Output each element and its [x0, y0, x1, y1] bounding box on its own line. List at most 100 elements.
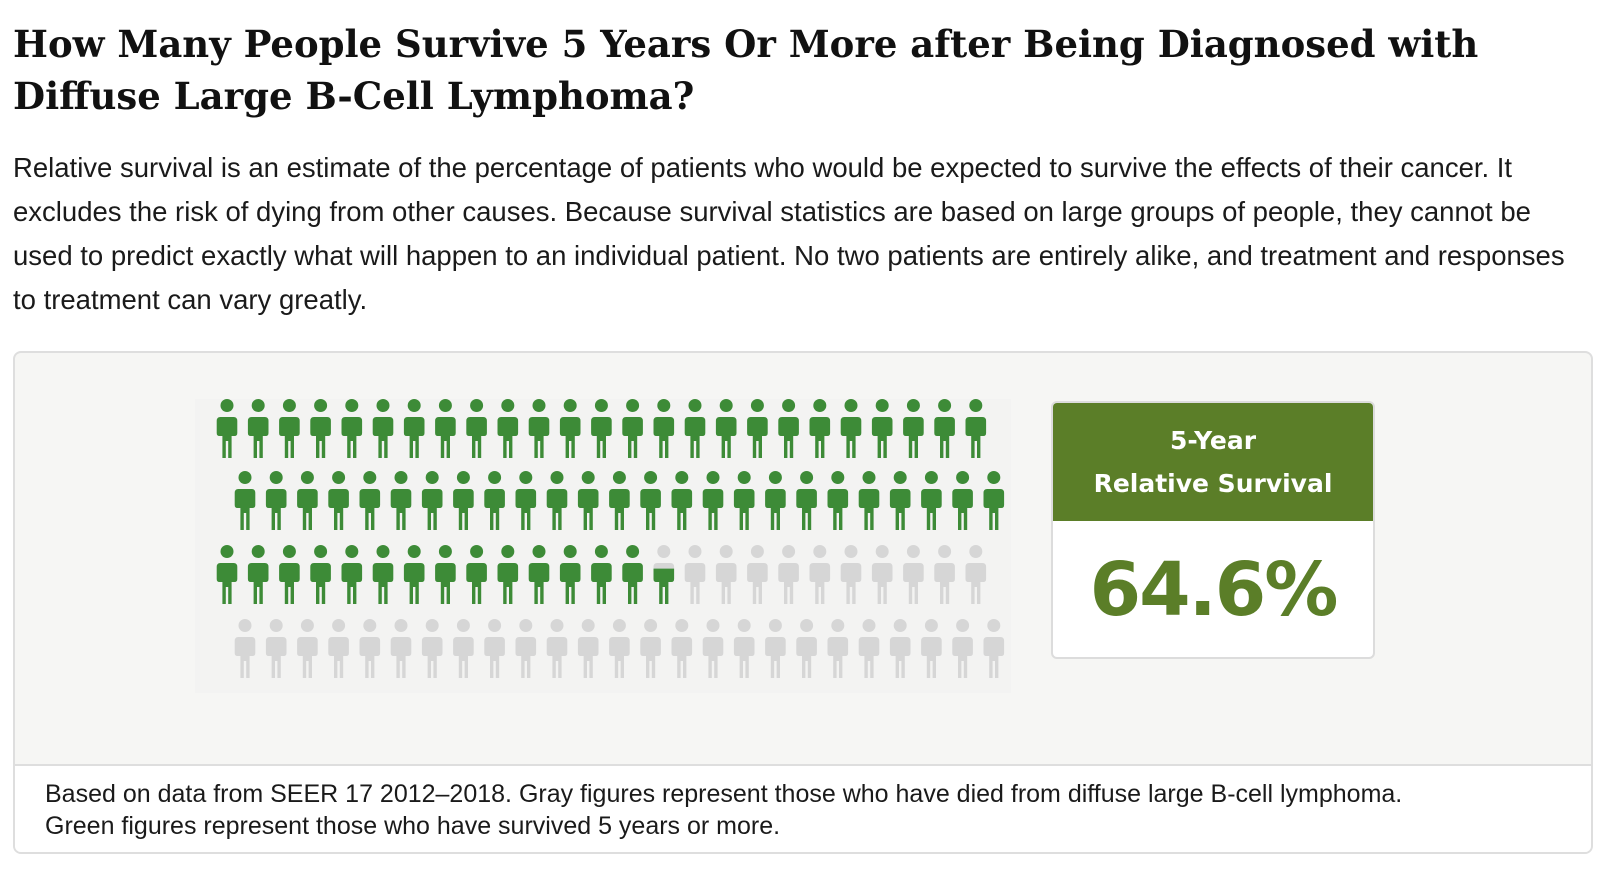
person-icon-61: [528, 545, 550, 604]
person-icon-40: [671, 471, 693, 530]
person-icon-82: [421, 619, 443, 678]
person-icon-59: [466, 545, 487, 604]
person-icon-81: [390, 619, 412, 678]
person-icon-54: [310, 545, 331, 604]
person-icon-30: [359, 471, 381, 530]
footnote-line2: Green figures represent those who have s…: [45, 812, 781, 840]
person-icon-80: [359, 619, 381, 678]
person-icon-51: [216, 545, 238, 604]
person-icon-16: [684, 399, 706, 458]
person-icon-15: [653, 399, 675, 458]
person-icon-55: [341, 545, 363, 604]
person-icon-21: [840, 399, 862, 458]
person-icon-50: [983, 471, 1005, 530]
person-icon-79: [328, 619, 349, 678]
person-icon-86: [546, 619, 568, 678]
person-icon-88: [609, 619, 630, 678]
person-icon-27: [265, 471, 287, 530]
person-icon-7: [403, 399, 425, 458]
person-icon-42: [733, 471, 755, 530]
person-icon-67: [715, 545, 737, 604]
person-icon-57: [403, 545, 425, 604]
person-icon-44: [796, 471, 817, 530]
person-icon-43: [765, 471, 786, 530]
person-icon-64: [622, 545, 643, 604]
person-icon-69: [778, 545, 799, 604]
person-icon-85: [515, 619, 537, 678]
person-icon-62: [559, 545, 581, 604]
person-icon-10: [497, 399, 519, 458]
intro-paragraph: Relative survival is an estimate of the …: [13, 152, 1565, 315]
stat-value: 64.6%: [1089, 547, 1339, 633]
person-icon-38: [609, 471, 630, 530]
person-icon-29: [328, 471, 349, 530]
person-icon-41: [702, 471, 724, 530]
pictograph-chart: [216, 399, 1005, 678]
person-icon-97: [889, 619, 911, 678]
person-icon-47: [889, 471, 911, 530]
person-icon-33: [453, 471, 474, 530]
person-icon-4: [310, 399, 331, 458]
person-icon-94: [796, 619, 817, 678]
person-icon-19: [778, 399, 799, 458]
person-icon-66: [684, 545, 706, 604]
person-icon-87: [577, 619, 599, 678]
stat-label-line2: Relative Survival: [1093, 469, 1333, 498]
person-icon-72: [871, 545, 893, 604]
person-icon-14: [622, 399, 643, 458]
person-icon-76: [234, 619, 256, 678]
person-icon-17: [715, 399, 737, 458]
person-icon-23: [903, 399, 924, 458]
person-icon-77: [265, 619, 287, 678]
person-icon-58: [435, 545, 456, 604]
person-icon-2: [247, 399, 269, 458]
person-icon-13: [591, 399, 612, 458]
person-icon-98: [921, 619, 942, 678]
person-icon-93: [765, 619, 786, 678]
survival-panel: 5-Year Relative Survival 64.6% Based on …: [13, 351, 1593, 854]
person-icon-95: [827, 619, 849, 678]
person-icon-90: [671, 619, 693, 678]
person-icon-39: [640, 471, 661, 530]
person-icon-71: [840, 545, 862, 604]
person-icon-100: [983, 619, 1005, 678]
stat-header: 5-Year Relative Survival: [1053, 403, 1373, 521]
person-icon-46: [858, 471, 880, 530]
person-icon-11: [528, 399, 550, 458]
person-icon-12: [559, 399, 581, 458]
person-icon-65: [653, 545, 675, 604]
person-icon-28: [297, 471, 318, 530]
person-icon-83: [453, 619, 474, 678]
person-icon-5: [341, 399, 363, 458]
person-icon-68: [747, 545, 768, 604]
stat-box: 5-Year Relative Survival 64.6%: [1051, 401, 1375, 659]
person-icon-6: [372, 399, 394, 458]
person-icon-91: [702, 619, 724, 678]
person-icon-99: [952, 619, 973, 678]
person-icon-52: [247, 545, 269, 604]
person-icon-36: [546, 471, 568, 530]
person-icon-45: [827, 471, 849, 530]
person-icon-60: [497, 545, 519, 604]
person-icon-35: [515, 471, 537, 530]
person-icon-92: [733, 619, 755, 678]
footnote: Based on data from SEER 17 2012–2018. Gr…: [15, 764, 1591, 852]
person-icon-31: [390, 471, 412, 530]
person-icon-78: [297, 619, 318, 678]
page-title: How Many People Survive 5 Years Or More …: [13, 22, 1479, 118]
person-icon-70: [809, 545, 831, 604]
person-icon-63: [591, 545, 612, 604]
person-icon-3: [279, 399, 300, 458]
person-icon-25: [965, 399, 987, 458]
person-icon-49: [952, 471, 973, 530]
person-icon-20: [809, 399, 831, 458]
person-icon-96: [858, 619, 880, 678]
person-icon-75: [965, 545, 987, 604]
person-icon-1: [216, 399, 238, 458]
person-icon-22: [871, 399, 893, 458]
person-icon-32: [421, 471, 443, 530]
pictograph-area: [195, 399, 1011, 693]
person-icon-8: [435, 399, 456, 458]
person-icon-34: [484, 471, 505, 530]
person-icon-24: [934, 399, 955, 458]
